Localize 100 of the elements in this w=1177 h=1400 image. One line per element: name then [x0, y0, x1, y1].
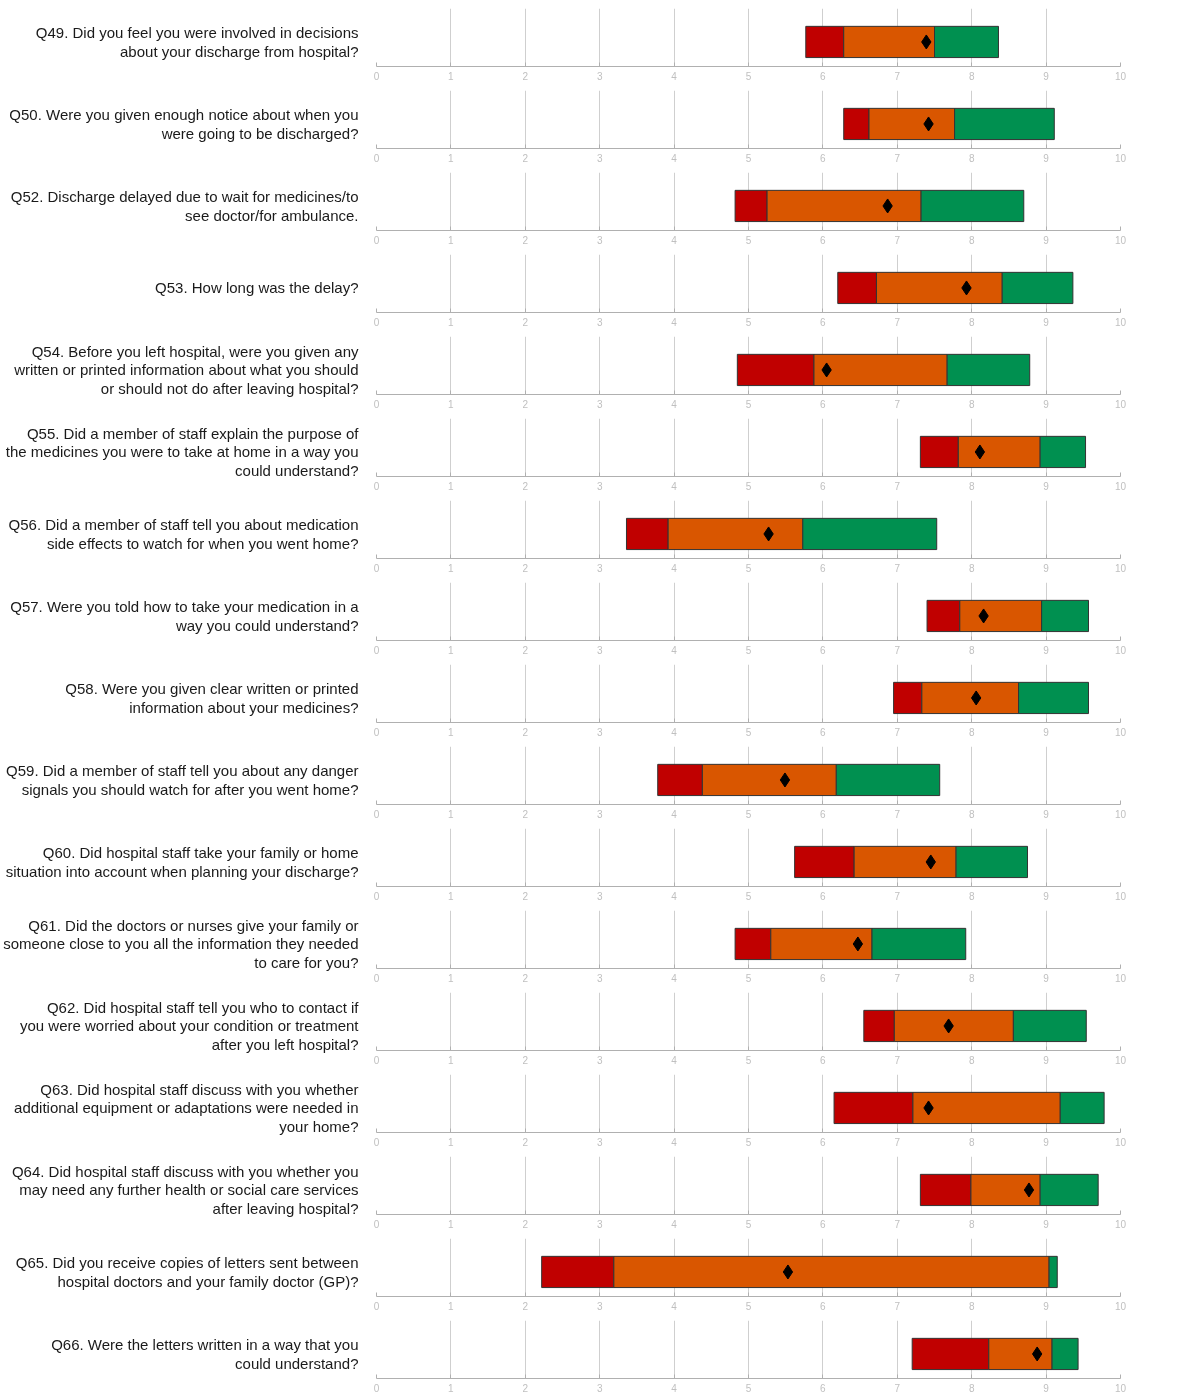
x-tick-label: 10 [1114, 1054, 1127, 1066]
x-tick-label: 3 [596, 1218, 603, 1230]
x-tick-label: 4 [671, 808, 678, 820]
x-tick-label: 1 [448, 70, 455, 82]
x-tick-label: 10 [1114, 972, 1127, 984]
y-tick-label: Q59. Did a member of staff tell you about any danger signals you should watch for after you went home? [6, 762, 359, 798]
x-tick-label: 1 [448, 562, 455, 574]
x-tick-label: 8 [968, 562, 975, 574]
x-tick-label: 2 [522, 70, 529, 82]
y-tick-label: Q60. Did hospital staff take your family or home situation into account when planning your discharge? [5, 844, 359, 880]
x-tick-label: 2 [522, 1136, 529, 1148]
x-tick-label: 4 [671, 1300, 678, 1312]
x-tick-label: 1 [448, 890, 455, 902]
x-tick-label: 3 [596, 562, 603, 574]
x-tick-label: 0 [373, 152, 380, 164]
x-tick-label: 5 [745, 234, 752, 246]
y-tick-label: Q61. Did the doctors or nurses give your family or someone close to you all the information they needed to care for you? [3, 916, 359, 972]
x-tick-label: 2 [522, 152, 529, 164]
y-tick-label: Q53. How long was the delay? [155, 279, 359, 297]
y-tick-label: Q63. Did hospital staff discuss with you whether additional equipment or adaptations were needed in your home? [14, 1080, 359, 1136]
x-tick-label: 2 [522, 644, 529, 656]
x-tick-label: 1 [448, 726, 455, 738]
x-tick-label: 3 [596, 890, 603, 902]
y-tick-label: Q64. Did hospital staff discuss with you whether you may need any further health or social care services after leaving hospital? [11, 1162, 359, 1218]
x-tick-label: 3 [596, 972, 603, 984]
x-tick-label: 10 [1114, 234, 1127, 246]
x-tick-label: 10 [1114, 1382, 1127, 1394]
x-tick-label: 10 [1114, 70, 1127, 82]
x-tick-label: 5 [745, 644, 752, 656]
x-tick-label: 5 [745, 1136, 752, 1148]
x-tick-label: 0 [373, 808, 380, 820]
x-tick-label: 8 [968, 972, 975, 984]
x-tick-label: 0 [373, 562, 380, 574]
x-tick-label: 5 [745, 1054, 752, 1066]
x-tick-label: 5 [745, 316, 752, 328]
x-tick-label: 0 [373, 70, 380, 82]
x-tick-label: 0 [373, 972, 380, 984]
x-tick-label: 3 [596, 398, 603, 410]
x-tick-label: 4 [671, 480, 678, 492]
x-tick-label: 10 [1114, 480, 1127, 492]
x-tick-label: 3 [596, 480, 603, 492]
x-tick-label: 6 [820, 398, 827, 410]
x-tick-label: 4 [671, 726, 678, 738]
x-tick-label: 2 [522, 1382, 529, 1394]
x-tick-label: 1 [448, 316, 455, 328]
x-tick-label: 2 [522, 1218, 529, 1230]
y-tick-label: Q54. Before you left hospital, were you given any written or printed information about what you should or should not do after leaving hospital? [13, 342, 359, 398]
x-tick-label: 4 [671, 70, 678, 82]
x-tick-label: 1 [448, 480, 455, 492]
x-tick-label: 5 [745, 972, 752, 984]
x-tick-label: 6 [820, 1382, 827, 1394]
x-tick-label: 3 [596, 152, 603, 164]
x-tick-label: 10 [1114, 808, 1127, 820]
x-tick-label: 4 [671, 644, 678, 656]
x-tick-label: 10 [1114, 1136, 1127, 1148]
x-tick-label: 4 [671, 972, 678, 984]
x-tick-label: 3 [596, 644, 603, 656]
x-tick-label: 6 [820, 808, 827, 820]
x-tick-label: 3 [596, 316, 603, 328]
x-tick-label: 0 [373, 480, 380, 492]
x-tick-label: 5 [745, 480, 752, 492]
x-tick-label: 3 [596, 70, 603, 82]
x-tick-label: 5 [745, 808, 752, 820]
x-tick-label: 10 [1114, 562, 1127, 574]
x-tick-label: 10 [1114, 1218, 1127, 1230]
x-tick-label: 4 [671, 234, 678, 246]
x-tick-label: 0 [373, 1054, 380, 1066]
x-tick-label: 4 [671, 1054, 678, 1066]
x-tick-label: 6 [820, 152, 827, 164]
x-tick-label: 5 [745, 1218, 752, 1230]
x-tick-label: 3 [596, 808, 603, 820]
x-tick-label: 2 [522, 1054, 529, 1066]
x-tick-label: 5 [745, 152, 752, 164]
x-tick-label: 4 [671, 1136, 678, 1148]
x-tick-label: 1 [448, 398, 455, 410]
x-tick-label: 6 [820, 70, 827, 82]
x-tick-label: 2 [522, 562, 529, 574]
x-tick-label: 4 [671, 1218, 678, 1230]
x-tick-label: 2 [522, 726, 529, 738]
x-tick-label: 0 [373, 890, 380, 902]
x-tick-label: 6 [820, 1054, 827, 1066]
y-tick-label: Q49. Did you feel you were involved in decisions about your discharge from hospital? [35, 24, 359, 60]
x-tick-label: 0 [373, 234, 380, 246]
x-tick-label: 5 [745, 562, 752, 574]
x-tick-label: 6 [820, 972, 827, 984]
x-tick-label: 0 [373, 726, 380, 738]
x-tick-label: 6 [820, 1136, 827, 1148]
x-tick-label: 8 [968, 644, 975, 656]
x-tick-label: 10 [1114, 644, 1127, 656]
x-tick-label: 0 [373, 1382, 380, 1394]
x-tick-label: 10 [1114, 316, 1127, 328]
x-tick-label: 6 [820, 1300, 827, 1312]
x-tick-label: 5 [745, 398, 752, 410]
x-tick-label: 10 [1114, 152, 1127, 164]
x-tick-label: 2 [522, 480, 529, 492]
x-tick-label: 3 [596, 1054, 603, 1066]
x-tick-label: 2 [522, 890, 529, 902]
x-tick-label: 6 [820, 234, 827, 246]
x-tick-label: 5 [745, 726, 752, 738]
x-tick-label: 6 [820, 726, 827, 738]
